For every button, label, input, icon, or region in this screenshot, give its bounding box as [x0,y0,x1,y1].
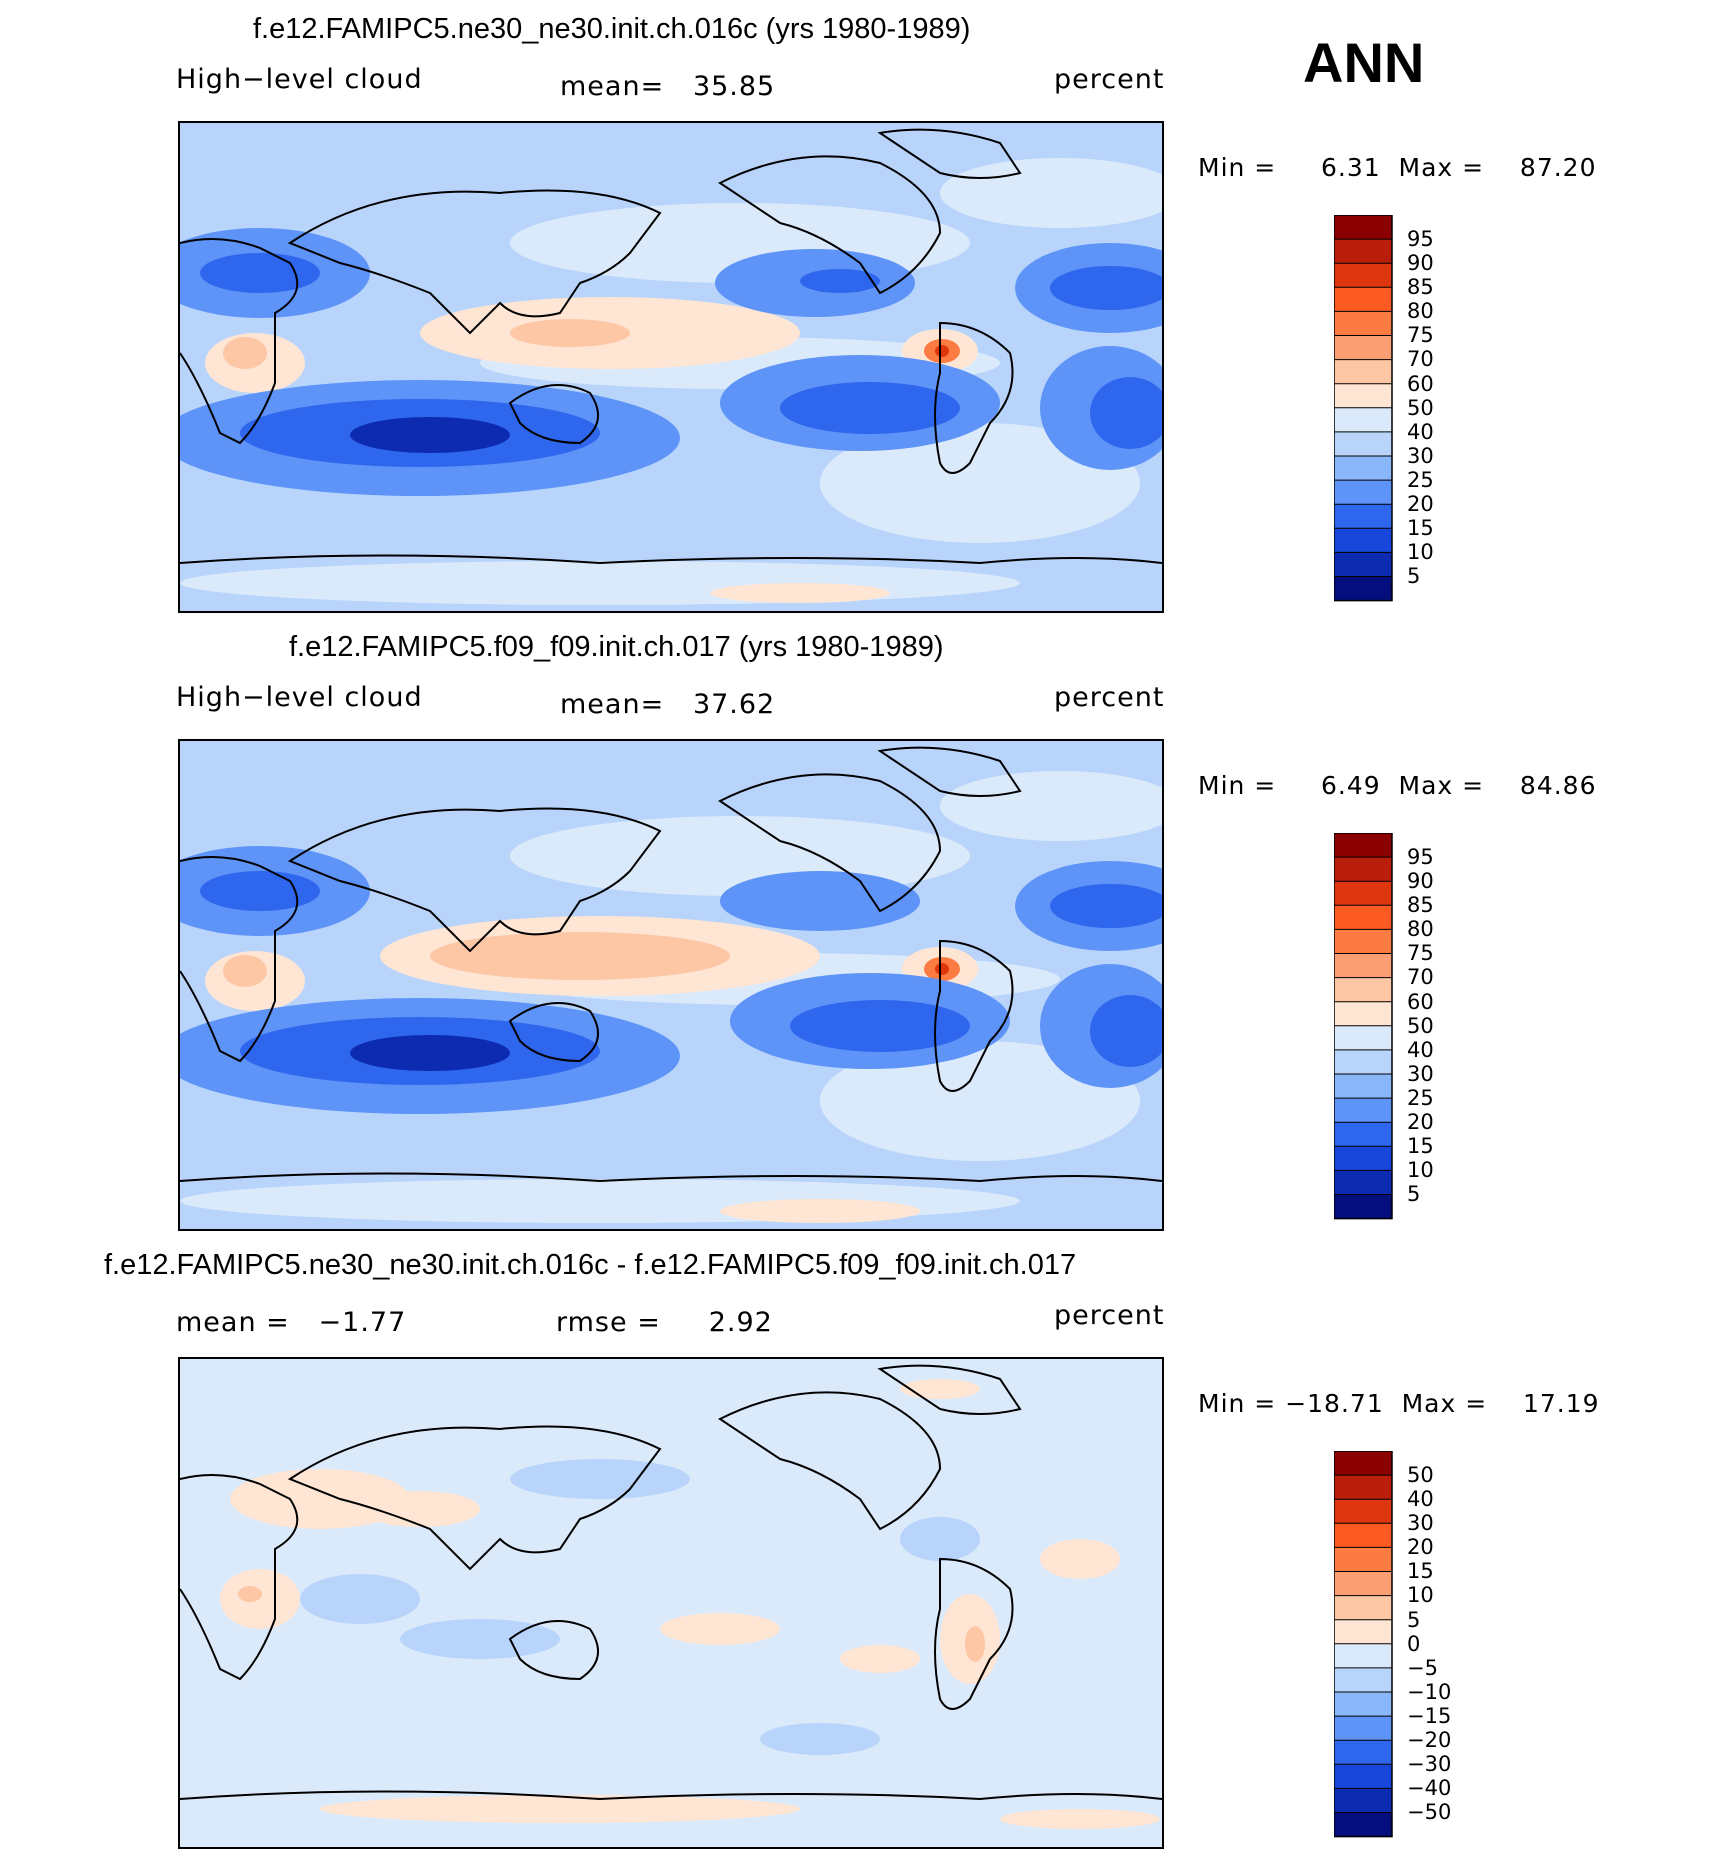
panel3-mean-label: mean = −1.77 [176,1307,407,1338]
panel1-level-5: 70 [1407,347,1434,371]
panel2-level-11: 20 [1407,1110,1434,1134]
panel2-title: f.e12.FAMIPC5.f09_f09.init.ch.017 (yrs 1… [289,631,944,663]
panel2-level-14: 5 [1407,1182,1421,1206]
panel1-title: f.e12.FAMIPC5.ne30_ne30.init.ch.016c (yr… [253,13,971,45]
panel1-variable-label: High−level cloud [176,64,423,95]
panel3-level-7: 0 [1407,1632,1421,1656]
panel1-level-10: 25 [1407,468,1434,492]
panel2-minmax: Min = 6.49 Max = 84.86 [1198,771,1597,800]
panel1-level-3: 80 [1407,299,1434,323]
panel2-level-4: 75 [1407,941,1434,965]
panel1-level-11: 20 [1407,492,1434,516]
panel3-level-10: −15 [1407,1704,1452,1728]
panel3-colorbar-swatches [1333,1450,1393,1838]
panel3-level-5: 10 [1407,1583,1434,1607]
panel1-units-label: percent [1054,64,1165,95]
panel1-level-1: 90 [1407,251,1434,275]
panel2-level-2: 85 [1407,893,1434,917]
panel3-level-3: 20 [1407,1535,1434,1559]
panel3-level-4: 15 [1407,1559,1434,1583]
panel3-colorbar: 50 40 30 20 15 10 5 0 −5 −10 −15 −20 −30… [1333,1450,1451,1844]
panel2-level-0: 95 [1407,845,1434,869]
panel2-colorbar: 95 90 85 80 75 70 60 50 40 30 25 20 15 1… [1333,832,1434,1226]
panel1-level-2: 85 [1407,275,1434,299]
panel3-title: f.e12.FAMIPC5.ne30_ne30.init.ch.016c - f… [104,1249,1077,1281]
panel3-minmax: Min = −18.71 Max = 17.19 [1198,1389,1600,1418]
panel2-mean-label: mean= 37.62 [560,689,776,720]
panel1-level-6: 60 [1407,372,1434,396]
panel3-level-11: −20 [1407,1728,1452,1752]
panel1-map [178,121,1164,613]
panel2-level-7: 50 [1407,1014,1434,1038]
season-label: ANN [1303,31,1425,94]
panel3-level-8: −5 [1407,1656,1438,1680]
panel3-rmse-label: rmse = 2.92 [556,1307,773,1338]
panel2-level-8: 40 [1407,1038,1434,1062]
panel2-units-label: percent [1054,682,1165,713]
panel1-level-13: 10 [1407,540,1434,564]
panel1-level-0: 95 [1407,227,1434,251]
panel3-level-14: −50 [1407,1800,1452,1824]
panel3-units-label: percent [1054,1300,1165,1331]
panel3-level-1: 40 [1407,1487,1434,1511]
panel3-level-6: 5 [1407,1608,1421,1632]
panel3-level-9: −10 [1407,1680,1452,1704]
panel2-level-6: 60 [1407,990,1434,1014]
panel2-level-3: 80 [1407,917,1434,941]
panel1-level-8: 40 [1407,420,1434,444]
panel2-level-10: 25 [1407,1086,1434,1110]
panel1-colorbar: 95 90 85 80 75 70 60 50 40 30 25 20 15 1… [1333,214,1434,608]
panel3-map [178,1357,1164,1849]
panel3-level-13: −40 [1407,1776,1452,1800]
panel2-level-1: 90 [1407,869,1434,893]
panel2-colorbar-swatches [1333,832,1393,1220]
panel1-level-14: 5 [1407,564,1421,588]
panel2-variable-label: High−level cloud [176,682,423,713]
panel2-level-9: 30 [1407,1062,1434,1086]
panel1-level-4: 75 [1407,323,1434,347]
panel1-level-9: 30 [1407,444,1434,468]
panel1-level-7: 50 [1407,396,1434,420]
panel2-level-5: 70 [1407,965,1434,989]
panel2-level-13: 10 [1407,1158,1434,1182]
panel3-level-0: 50 [1407,1463,1434,1487]
panel2-level-12: 15 [1407,1134,1434,1158]
panel3-level-2: 30 [1407,1511,1434,1535]
panel1-minmax: Min = 6.31 Max = 87.20 [1198,153,1597,182]
panel1-colorbar-swatches [1333,214,1393,602]
panel3-level-12: −30 [1407,1752,1452,1776]
panel2-map [178,739,1164,1231]
panel1-mean-label: mean= 35.85 [560,71,776,102]
panel1-level-12: 15 [1407,516,1434,540]
